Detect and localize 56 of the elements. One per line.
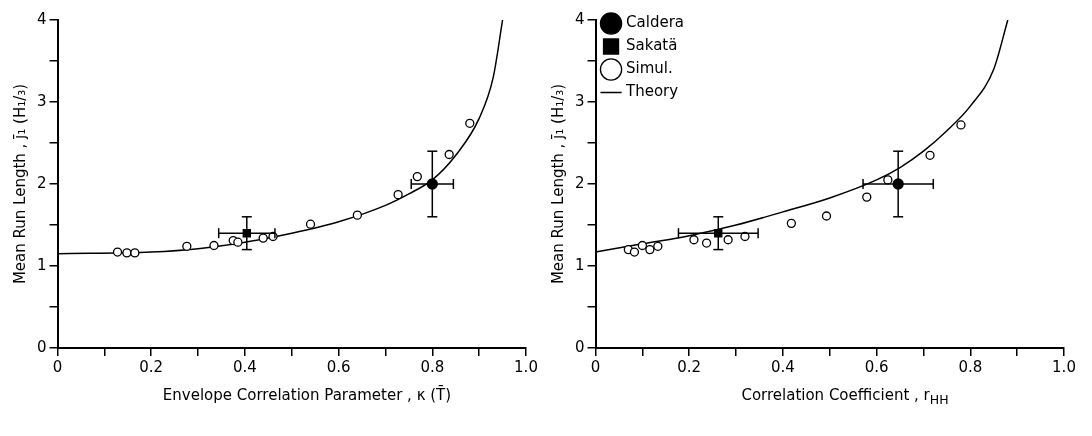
point	[112, 247, 123, 257]
point	[653, 241, 663, 251]
x-tick-label: 0.6	[864, 357, 889, 376]
x-tick-label: 1.0	[514, 357, 538, 376]
x-tick-label: 0.4	[233, 357, 257, 376]
legend-label: Caldera	[626, 13, 684, 32]
x-tick-label: 0.4	[771, 357, 795, 376]
point	[786, 218, 797, 229]
point	[637, 240, 648, 251]
point	[689, 235, 699, 245]
y-tick-label: 0	[37, 337, 47, 356]
x-tick-label: 0.2	[139, 357, 164, 376]
x-axis-title: Correlation Coefficient , r$_{HH}$	[740, 386, 950, 407]
legend-label: Simul.	[626, 59, 673, 78]
x-tick-label: 0.6	[326, 357, 351, 376]
point	[182, 241, 192, 251]
y-tick-label: 0	[575, 337, 585, 356]
point	[862, 192, 872, 202]
point	[209, 240, 219, 251]
point	[629, 247, 640, 257]
x-tick-label: 0.8	[958, 357, 983, 376]
y-tick-label: 3	[575, 91, 585, 110]
point	[723, 235, 733, 245]
point	[352, 210, 363, 220]
x-tick-label: 0.8	[420, 357, 445, 376]
x-tick-label: 1.0	[1052, 357, 1076, 376]
legend-label: Theory	[625, 82, 679, 101]
y-tick-label: 1	[37, 255, 47, 274]
y-tick-label: 3	[37, 91, 47, 110]
point	[393, 190, 403, 200]
point	[305, 219, 316, 229]
y-tick-label: 4	[575, 9, 585, 28]
y-tick-label: 1	[575, 255, 585, 274]
legend-label: Sakatä	[626, 36, 678, 55]
y-axis-title: Mean Run Length , j̄₁ (H₁/₃)	[10, 83, 29, 285]
point	[701, 238, 712, 248]
x-tick-label: 0	[590, 357, 601, 376]
point	[258, 233, 268, 243]
point	[465, 118, 475, 128]
x-tick-label: 0	[52, 357, 63, 376]
x-tick-label: 0.2	[677, 357, 702, 376]
y-tick-label: 2	[575, 173, 585, 192]
point	[883, 175, 893, 185]
point	[130, 248, 140, 258]
point	[645, 244, 655, 255]
x-axis-title: Envelope Correlation Parameter , κ (T̄)	[161, 386, 453, 404]
point	[122, 248, 132, 258]
point	[956, 120, 966, 130]
y-tick-label: 2	[37, 173, 47, 192]
point	[444, 149, 454, 160]
point	[821, 211, 832, 221]
y-axis-title: Mean Run Length , j̄₁ (H₁/₃)	[548, 83, 567, 285]
y-tick-label: 4	[37, 9, 47, 28]
point	[412, 171, 422, 182]
point	[925, 150, 935, 160]
point	[233, 237, 243, 247]
